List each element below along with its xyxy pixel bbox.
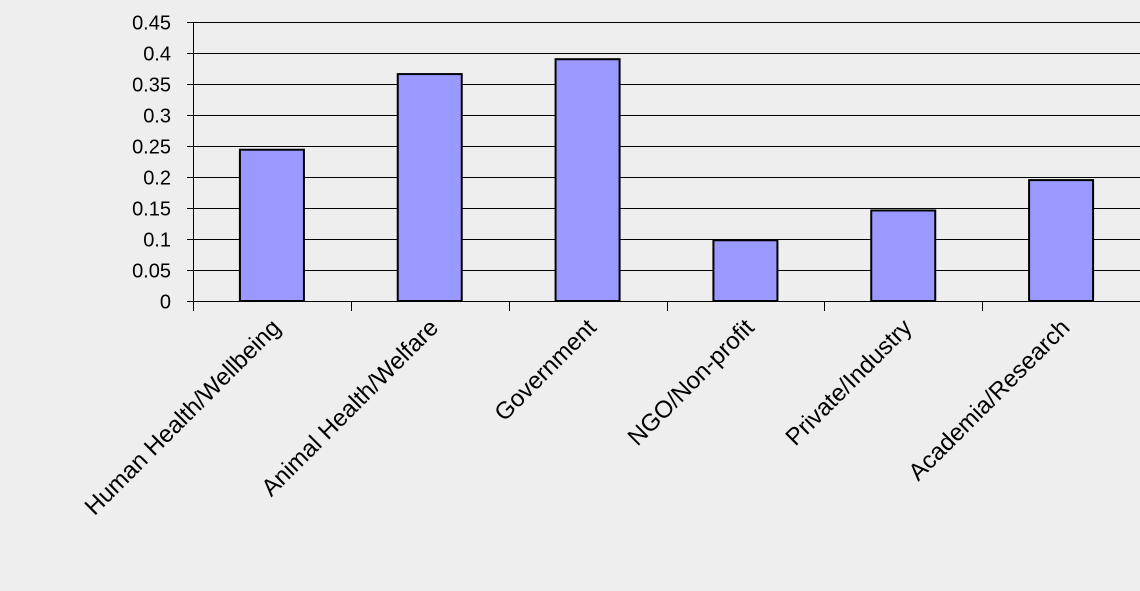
- bar: [238, 148, 305, 302]
- bar: [396, 73, 463, 302]
- x-category-label: Human Health/Wellbeing: [80, 314, 286, 520]
- y-tick-label: 0.45: [132, 13, 171, 35]
- x-category-label: Academia/Research: [903, 314, 1075, 486]
- x-category-label: Government: [489, 314, 602, 427]
- y-tick-label: 0.2: [143, 168, 171, 190]
- y-tick-label: 0.15: [132, 199, 171, 221]
- y-tick-label: 0.05: [132, 261, 171, 283]
- y-tick-label: 0.35: [132, 75, 171, 97]
- axes: [187, 22, 983, 311]
- y-tick-label: 0.25: [132, 137, 171, 159]
- y-tick-label: 0.1: [143, 230, 171, 252]
- x-category-label: Animal Health/Welfare: [256, 314, 444, 502]
- bar: [712, 239, 779, 303]
- y-tick-label: 0.3: [143, 106, 171, 128]
- y-tick-label: 0.4: [143, 44, 171, 66]
- x-category-label: Private/Industry: [781, 314, 918, 451]
- bars: [238, 58, 1095, 303]
- y-tick-label: 0: [160, 292, 171, 314]
- x-category-label: NGO/Non-profit: [623, 314, 760, 451]
- gridlines: [193, 22, 1140, 302]
- bar: [1028, 179, 1095, 303]
- bar: [870, 209, 937, 302]
- y-tick-labels: 0 0.05 0.1 0.15 0.2 0.25 0.3 0.35 0.4 0.45: [132, 13, 171, 314]
- bar: [554, 58, 621, 303]
